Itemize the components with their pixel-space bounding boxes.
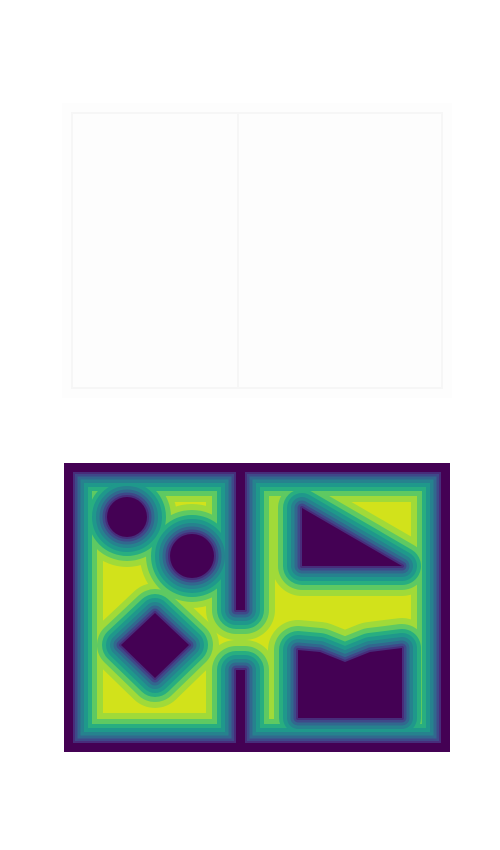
- distance-map: [64, 463, 450, 752]
- top-panel-shapes: [71, 112, 443, 389]
- top-panel: [62, 103, 452, 398]
